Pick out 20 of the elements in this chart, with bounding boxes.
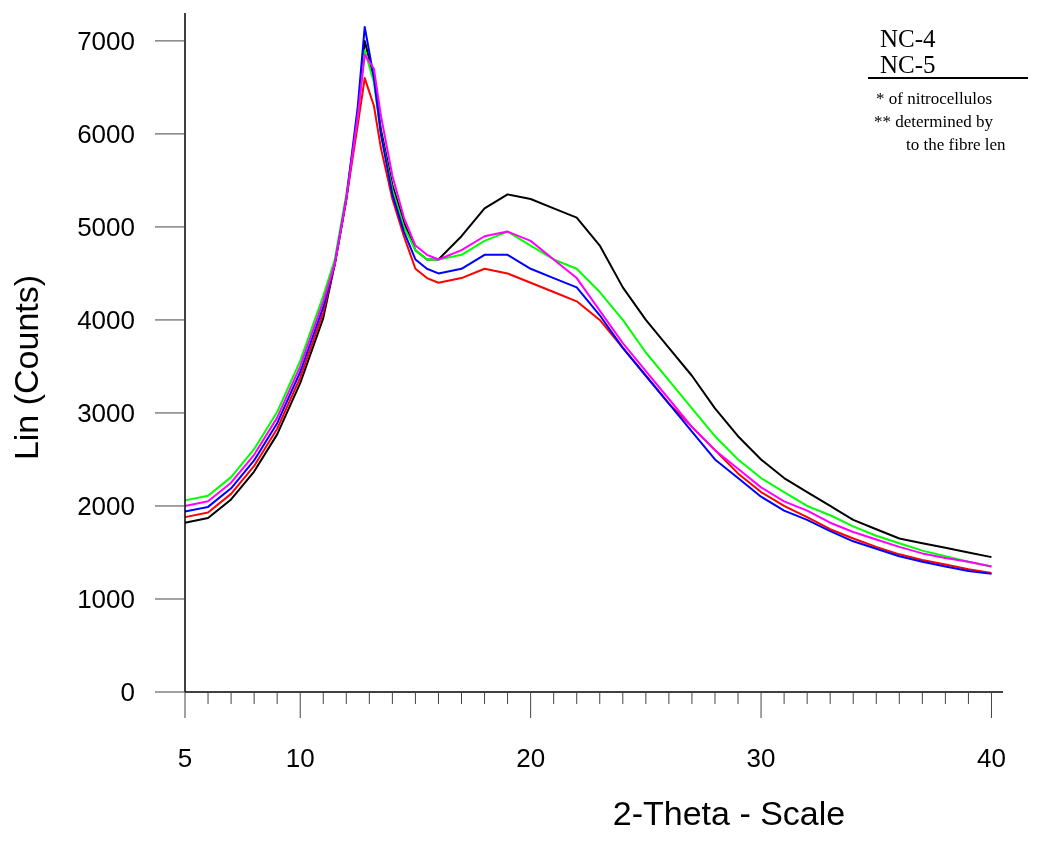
y-tick-label: 4000 xyxy=(77,305,135,336)
x-tick-label: 20 xyxy=(516,743,546,773)
annotation: ** determined by xyxy=(874,112,994,131)
y-tick-label: 1000 xyxy=(77,584,135,615)
y-tick-label: 7000 xyxy=(77,26,135,56)
x-axis-title: 2-Theta - Scale xyxy=(612,794,846,832)
y-axis-title: Lin (Counts) xyxy=(7,274,45,461)
y-tick-label: 3000 xyxy=(77,398,135,429)
annotation: * of nitrocellulos xyxy=(876,89,993,108)
x-tick-label: 40 xyxy=(977,743,1006,773)
y-tick-label: 2000 xyxy=(77,491,135,522)
annotation: NC-5 xyxy=(880,51,936,78)
y-tick-label: 5000 xyxy=(77,212,135,243)
annotation: to the fibre len xyxy=(906,135,1007,154)
x-tick-label: 5 xyxy=(177,743,193,773)
y-tick-label: 0 xyxy=(120,677,135,708)
x-tick-label: 30 xyxy=(746,743,776,773)
y-tick-label: 6000 xyxy=(77,119,135,150)
x-tick-label: 10 xyxy=(285,743,315,773)
annotation: NC-4 xyxy=(880,25,937,52)
